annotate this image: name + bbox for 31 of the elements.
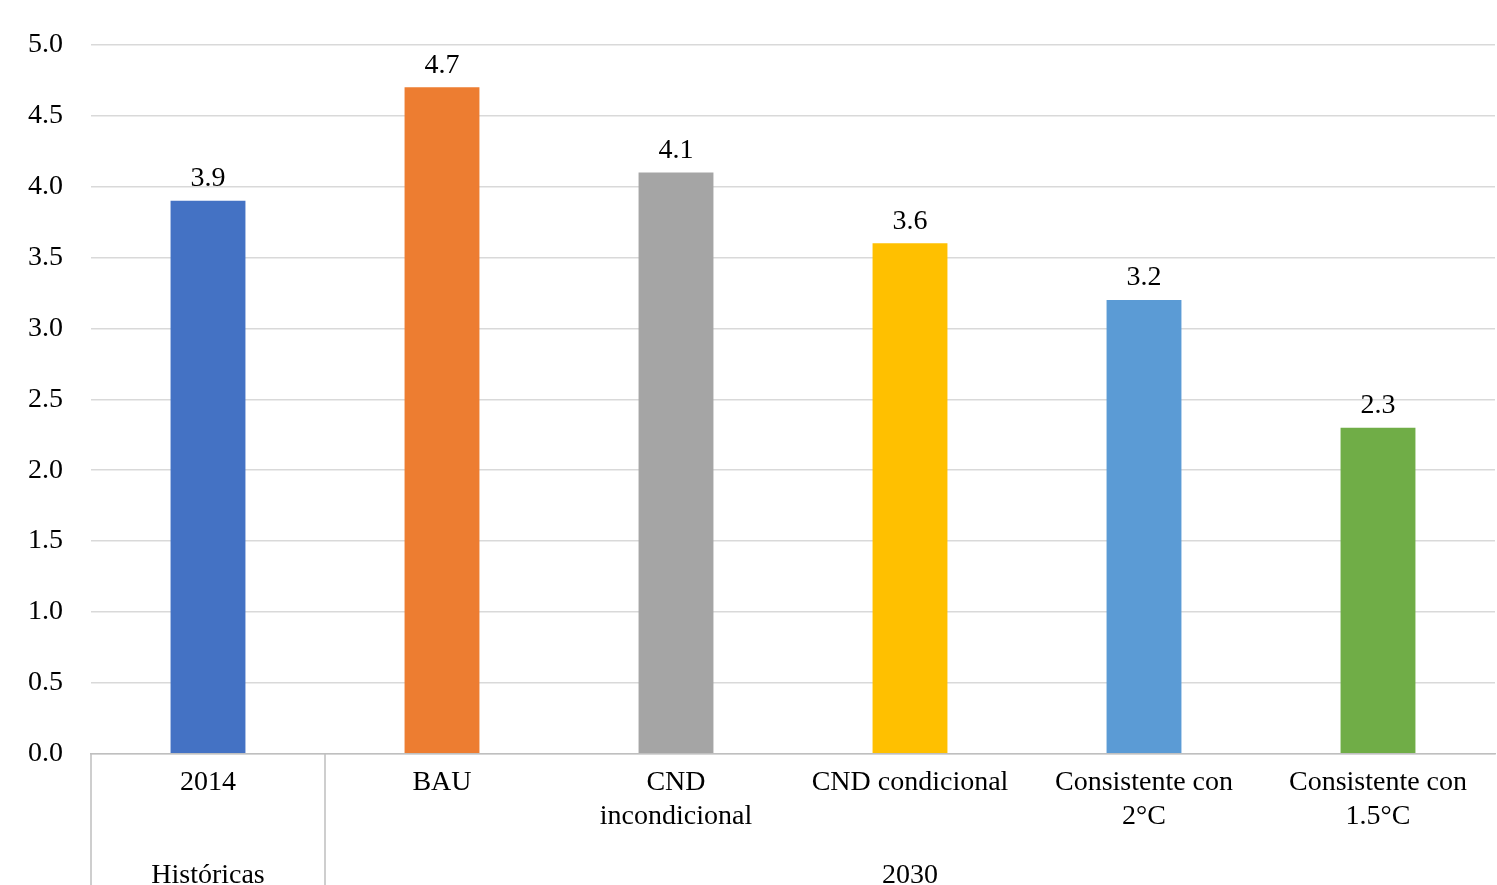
x-tick-label: BAU xyxy=(412,764,472,796)
data-label: 2.3 xyxy=(1360,388,1396,420)
bar xyxy=(638,172,714,754)
y-tick-label: 3.0 xyxy=(28,310,63,342)
y-tick-label: 0.0 xyxy=(28,736,63,768)
y-tick-label: 0.5 xyxy=(28,665,63,697)
y-tick-label: 1.0 xyxy=(28,594,63,626)
y-tick-label: 2.0 xyxy=(28,452,63,484)
data-label: 3.9 xyxy=(190,161,226,193)
text: 2030 xyxy=(882,858,938,885)
y-tick-label: 4.0 xyxy=(28,168,63,200)
bar xyxy=(1340,427,1416,754)
y-tick-label: 1.5 xyxy=(28,523,63,555)
x-tick-label: 2014 xyxy=(180,764,236,796)
y-tick-label: 2.5 xyxy=(28,381,63,413)
data-label: 3.6 xyxy=(892,203,928,235)
bar xyxy=(404,87,480,754)
bar xyxy=(1106,300,1182,754)
data-label: 4.7 xyxy=(424,47,460,79)
y-tick-label: 4.5 xyxy=(28,98,63,130)
text: Históricas xyxy=(151,858,265,885)
x-tick-label: CND incondicional xyxy=(599,764,753,830)
x-tick-label: Consistente con 2°C xyxy=(1054,764,1234,830)
bar xyxy=(170,200,246,754)
x-tick-label: CND condicional xyxy=(811,764,1009,796)
x-tick-label: Consistente con 1.5°C xyxy=(1288,764,1468,830)
data-label: 4.1 xyxy=(658,132,694,164)
y-tick-label: 3.5 xyxy=(28,239,63,271)
bar xyxy=(872,243,948,754)
y-tick-label: 5.0 xyxy=(28,27,63,59)
data-label: 3.2 xyxy=(1126,260,1162,292)
